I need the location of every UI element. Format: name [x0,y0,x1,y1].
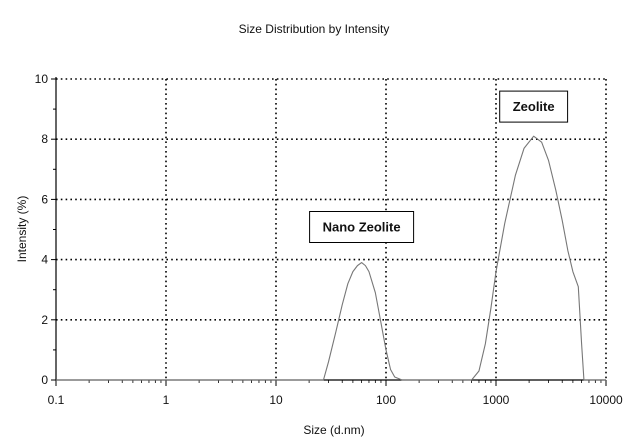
annotation-label: Zeolite [513,99,555,114]
annotation-frame [309,211,415,243]
x-axis-title: Size (d.nm) [303,423,364,437]
annotation-layer: Nano Zeolite Zeolite [309,90,569,243]
x-tick-label: 10000 [589,393,623,407]
tick-layer: 0 2 4 6 8 10 0.1 1 10 100 1000 10000 [35,72,623,407]
size-distribution-line [56,135,606,381]
y-tick-label: 0 [41,373,48,387]
y-tick-label: 6 [41,192,48,206]
annotation-box: Zeolite [499,90,569,123]
x-tick-label: 10 [269,393,283,407]
x-tick-label: 1 [163,393,170,407]
y-tick-label: 2 [41,313,48,327]
x-tick-label: 1000 [483,393,510,407]
y-tick-label: 4 [41,253,48,267]
x-tick-label: 100 [376,393,396,407]
x-tick-label: 0.1 [48,393,65,407]
series-layer [56,135,606,381]
annotation-box: Nano Zeolite [309,211,415,243]
y-tick-label: 8 [41,132,48,146]
y-tick-label: 10 [35,72,49,86]
chart-title: Size Distribution by Intensity [239,22,390,36]
annotation-frame [499,90,569,123]
annotation-label: Nano Zeolite [323,219,401,234]
y-axis-title: Intensity (%) [15,196,29,263]
grid-layer [56,78,607,380]
